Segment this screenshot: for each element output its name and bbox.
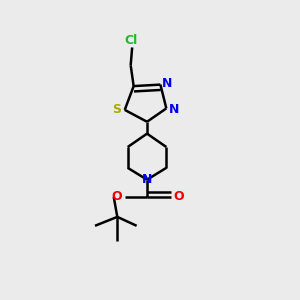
Text: Cl: Cl — [124, 34, 137, 46]
Text: O: O — [173, 190, 184, 203]
Text: O: O — [111, 190, 122, 203]
Text: N: N — [169, 103, 179, 116]
Text: S: S — [112, 103, 121, 116]
Text: N: N — [142, 173, 152, 186]
Text: N: N — [162, 76, 172, 90]
